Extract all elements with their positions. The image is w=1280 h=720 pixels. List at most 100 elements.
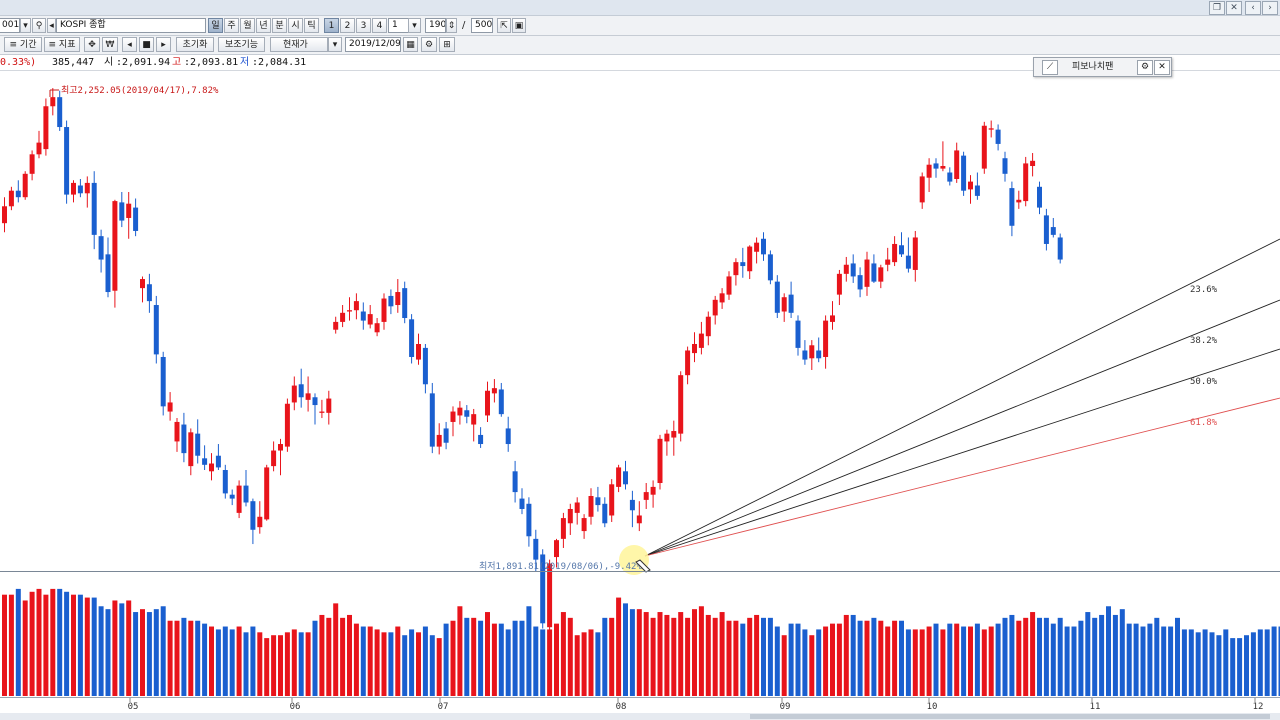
date-input[interactable]: 2019/12/09 bbox=[345, 37, 401, 52]
candle-body bbox=[664, 433, 670, 442]
candle-body bbox=[1043, 215, 1049, 244]
volume-bar bbox=[1009, 614, 1015, 696]
candle-body bbox=[271, 450, 277, 467]
candle-body bbox=[22, 173, 28, 198]
volume-bar bbox=[1188, 629, 1194, 696]
count-stepper-icon[interactable]: ⇕ bbox=[446, 18, 457, 33]
candle-body bbox=[491, 388, 497, 394]
grid-layout-icon[interactable]: ⊞ bbox=[439, 37, 455, 52]
reset-button[interactable]: 초기화 bbox=[176, 37, 214, 52]
prev-stock-icon[interactable]: ◂ bbox=[47, 18, 56, 33]
volume-bar bbox=[767, 617, 773, 696]
candle-body bbox=[850, 263, 856, 277]
volume-bar bbox=[1078, 620, 1084, 696]
candle-body bbox=[685, 350, 691, 376]
volume-bar bbox=[50, 588, 56, 696]
volume-bar bbox=[202, 623, 208, 696]
candle-body bbox=[278, 444, 283, 451]
volume-bar bbox=[422, 626, 428, 696]
candle-body bbox=[512, 471, 518, 493]
candle-body bbox=[574, 502, 580, 513]
candle-body bbox=[843, 264, 849, 274]
volume-bar bbox=[1092, 617, 1098, 696]
fibonacci-close-icon[interactable]: ✕ bbox=[1154, 60, 1170, 75]
candle-body bbox=[333, 321, 339, 330]
volume-bar bbox=[284, 632, 290, 696]
fib-level-label: 50.0% bbox=[1190, 377, 1218, 387]
volume-bar bbox=[360, 626, 366, 696]
page-tab-1[interactable]: 1 bbox=[324, 18, 339, 33]
currency-button[interactable]: ₩ bbox=[102, 37, 118, 52]
period-tab-6[interactable]: 틱 bbox=[304, 18, 319, 33]
count-input[interactable]: 190 bbox=[425, 18, 446, 33]
stop-icon[interactable]: ■ bbox=[139, 37, 154, 52]
period-tab-1[interactable]: 주 bbox=[224, 18, 239, 33]
volume-bar bbox=[146, 612, 152, 696]
page-tab-3[interactable]: 3 bbox=[356, 18, 371, 33]
volume-bar bbox=[1071, 626, 1077, 696]
volume-bar bbox=[899, 620, 904, 696]
volume-bar bbox=[843, 614, 849, 696]
volume-bar bbox=[747, 617, 753, 696]
candle-body bbox=[91, 182, 97, 235]
price-type-dropdown-icon[interactable]: ▾ bbox=[328, 37, 342, 52]
candle-body bbox=[29, 154, 35, 174]
candle-body bbox=[726, 276, 732, 295]
price-type-select[interactable]: 현재가 bbox=[270, 37, 328, 52]
period-tab-3[interactable]: 년 bbox=[256, 18, 271, 33]
save-icon[interactable]: ▣ bbox=[512, 18, 526, 33]
candle-body bbox=[388, 295, 394, 307]
period-tab-0[interactable]: 일 bbox=[208, 18, 223, 33]
search-icon[interactable]: ⚲ bbox=[32, 18, 46, 33]
indicator-button[interactable]: ≡ 지표 bbox=[44, 37, 80, 52]
aux-function-button[interactable]: 보조기능 bbox=[218, 37, 265, 52]
volume-value: 385,447 bbox=[52, 57, 95, 68]
volume-bar bbox=[664, 614, 670, 696]
page-tab-4[interactable]: 4 bbox=[372, 18, 387, 33]
volume-bar bbox=[726, 620, 732, 696]
candle-body bbox=[1057, 237, 1063, 260]
volume-bar bbox=[450, 620, 456, 696]
period-tab-2[interactable]: 월 bbox=[240, 18, 255, 33]
volume-bar bbox=[1181, 629, 1187, 696]
settings-gear-icon[interactable]: ⚙ bbox=[421, 37, 437, 52]
open-label: 시 bbox=[104, 57, 114, 68]
volume-bar bbox=[1133, 623, 1139, 696]
fibonacci-panel-title: 피보나치팬 bbox=[1072, 62, 1114, 72]
stock-code-input[interactable]: 001 bbox=[0, 18, 20, 33]
page-tab-2[interactable]: 2 bbox=[340, 18, 355, 33]
step-forward-icon[interactable]: ▸ bbox=[156, 37, 171, 52]
volume-bar bbox=[29, 591, 35, 696]
candle-body bbox=[554, 540, 559, 558]
period-tab-4[interactable]: 분 bbox=[272, 18, 287, 33]
move-icon[interactable]: ✥ bbox=[84, 37, 100, 52]
volume-bar bbox=[560, 612, 566, 696]
candle-body bbox=[961, 155, 967, 191]
page-dropdown-icon[interactable]: ▾ bbox=[408, 18, 421, 33]
period-tab-5[interactable]: 시 bbox=[288, 18, 303, 33]
candle-body bbox=[857, 275, 863, 290]
fibonacci-settings-icon[interactable]: ⚙ bbox=[1137, 60, 1153, 75]
next-icon[interactable]: › bbox=[1262, 1, 1278, 15]
restore-icon[interactable]: ❐ bbox=[1209, 1, 1225, 15]
stock-name-field[interactable]: KOSPI 종합 bbox=[56, 18, 206, 33]
code-dropdown-icon[interactable]: ▾ bbox=[20, 18, 31, 33]
candle-body bbox=[567, 508, 573, 524]
window-title-bar: ❐ ✕ ‹ › bbox=[0, 0, 1280, 16]
candle-body bbox=[671, 431, 677, 438]
calendar-icon[interactable]: ▦ bbox=[403, 37, 418, 52]
candle-body bbox=[816, 350, 822, 359]
volume-bar bbox=[353, 623, 359, 696]
volume-bar bbox=[8, 594, 14, 696]
volume-bar bbox=[22, 600, 28, 696]
candle-body bbox=[650, 486, 656, 495]
candle-body bbox=[409, 319, 415, 357]
volume-bar bbox=[981, 629, 987, 696]
prev-icon[interactable]: ‹ bbox=[1245, 1, 1261, 15]
fibonacci-tool-icon[interactable]: ⟋ bbox=[1042, 60, 1058, 75]
export-icon[interactable]: ⇱ bbox=[497, 18, 511, 33]
period-settings-button[interactable]: ≡ 기간 bbox=[4, 37, 42, 52]
step-back-icon[interactable]: ◂ bbox=[122, 37, 137, 52]
close-icon[interactable]: ✕ bbox=[1226, 1, 1242, 15]
